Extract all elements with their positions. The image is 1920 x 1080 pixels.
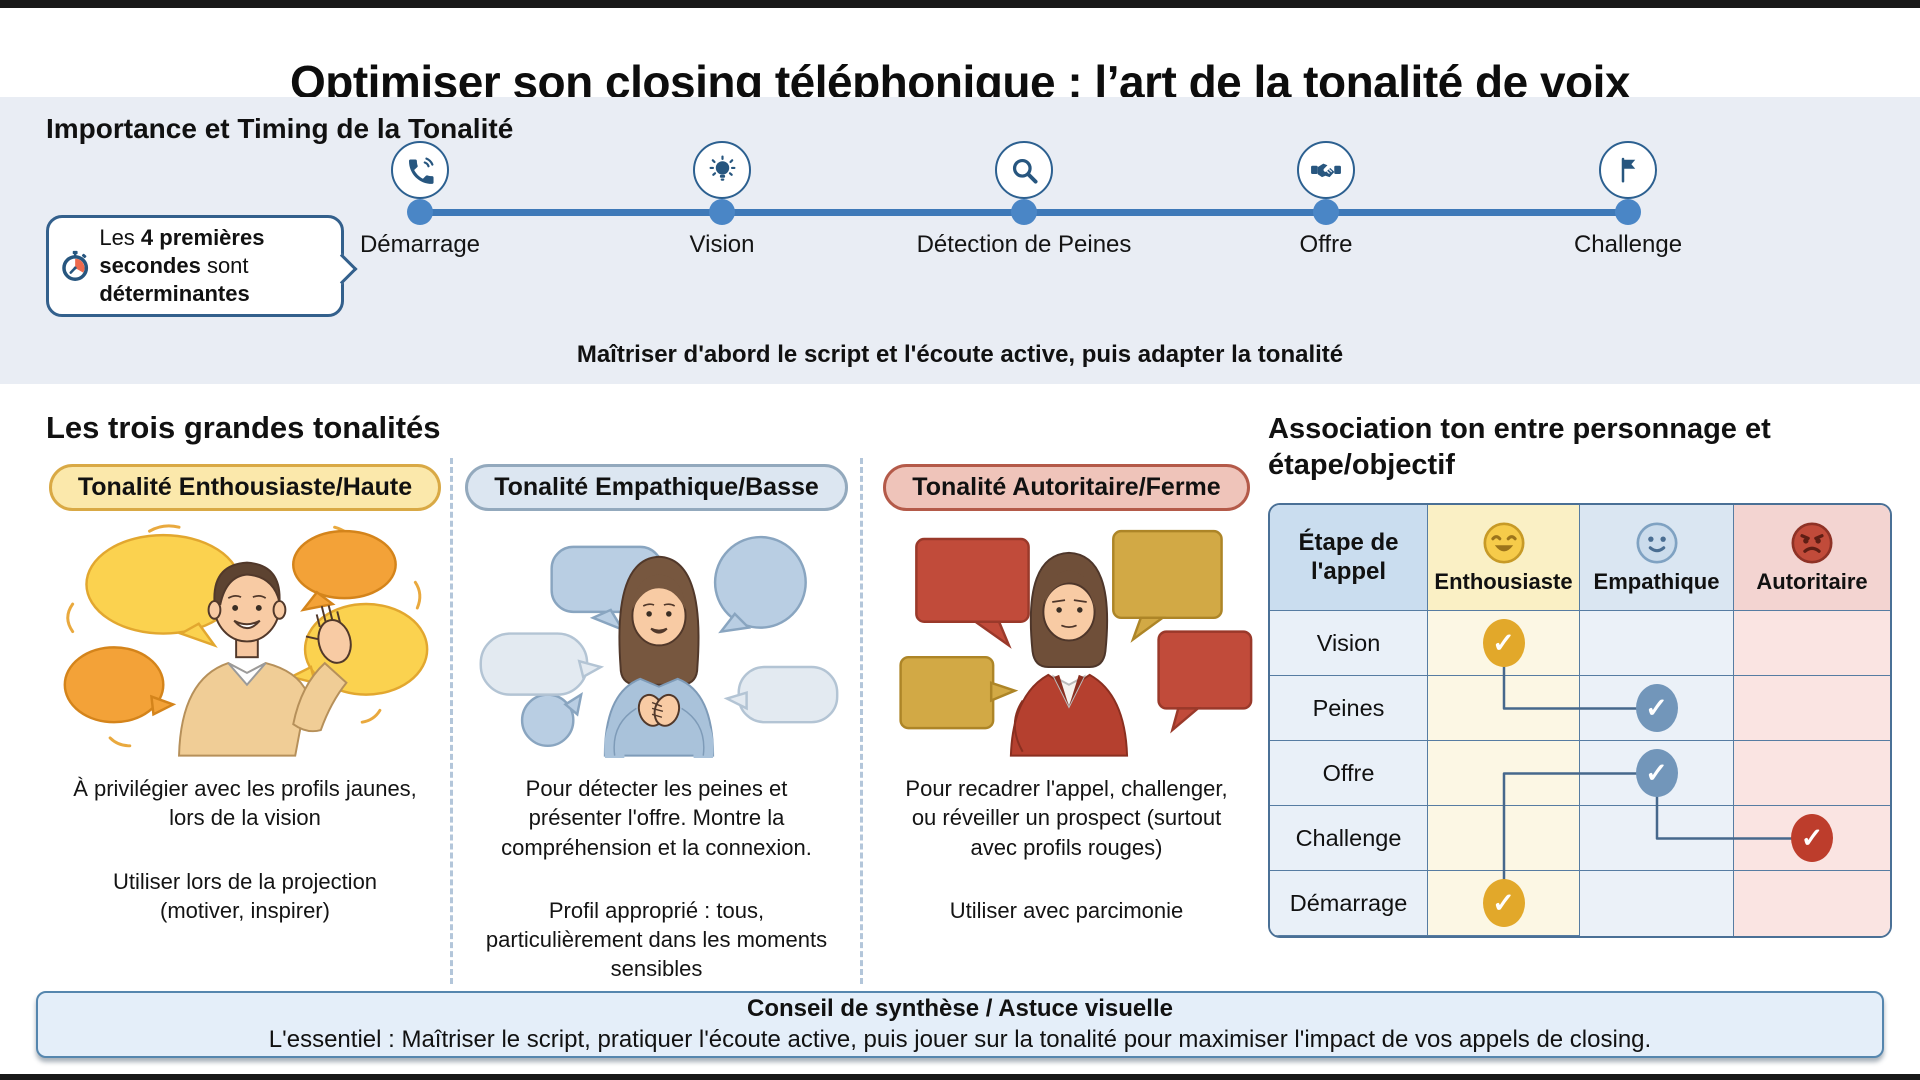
footer-text: L'essentiel : Maîtriser le script, prati…	[268, 1026, 1652, 1053]
empathetic-woman-illustration	[479, 535, 838, 758]
card-title-pill: Tonalité Autoritaire/Ferme	[883, 464, 1250, 511]
cell-challenge-enthousiaste	[1428, 806, 1580, 871]
cell-demarrage-enthousiaste: ✓	[1428, 871, 1580, 936]
angry-emoji-icon	[1791, 522, 1833, 564]
check-icon: ✓	[1791, 814, 1833, 862]
cell-offre-autoritaire	[1734, 741, 1890, 806]
first-seconds-badge: Les 4 premières secondes sont déterminan…	[46, 215, 344, 317]
top-edge-strip	[0, 0, 1920, 8]
cell-offre-empathique: ✓	[1580, 741, 1734, 806]
cell-challenge-empathique	[1580, 806, 1734, 871]
check-icon: ✓	[1635, 749, 1678, 797]
column-header-enthousiaste: Enthousiaste	[1428, 505, 1580, 611]
timeline-label: Offre	[1299, 231, 1353, 258]
column-header-autoritaire: Autoritaire	[1734, 505, 1890, 611]
authoritative-woman-illustration	[898, 529, 1252, 757]
card-autoritaire: Tonalité Autoritaire/Ferme	[860, 458, 1270, 984]
timeline-dot	[1011, 199, 1037, 225]
card-para2: Utiliser avec parcimonie	[949, 897, 1184, 923]
column-header-empathique: Empathique	[1580, 505, 1734, 611]
timing-section: Importance et Timing de la Tonalité Les …	[0, 97, 1920, 384]
phone-icon	[408, 157, 434, 184]
cell-demarrage-autoritaire	[1734, 871, 1890, 936]
check-icon: ✓	[1482, 619, 1525, 667]
timeline-label: Détection de Peines	[916, 231, 1132, 258]
card-title-pill: Tonalité Enthousiaste/Haute	[48, 464, 442, 511]
check-icon: ✓	[1482, 879, 1525, 927]
card-para1: Pour recadrer l'appel, challenger, ou ré…	[905, 776, 1228, 860]
cell-demarrage-empathique	[1580, 871, 1734, 936]
card-para1: Pour détecter les peines et présenter l'…	[501, 776, 812, 860]
card-empathique: Tonalité Empathique/Basse	[450, 458, 860, 984]
tonality-cards: Tonalité Enthousiaste/Haute	[40, 458, 1276, 984]
card-title-pill: Tonalité Empathique/Basse	[465, 464, 848, 511]
calm-emoji-icon	[1635, 522, 1678, 564]
row-label-vision: Vision	[1270, 611, 1428, 676]
table-corner-header: Étape de l'appel	[1270, 505, 1428, 611]
tonalities-heading: Les trois grandes tonalités	[46, 410, 441, 445]
handshake-icon	[1311, 163, 1341, 178]
column-header-label: Empathique	[1593, 569, 1720, 594]
timeline-dot	[1313, 199, 1339, 225]
timeline-label: Challenge	[1573, 231, 1683, 258]
row-label-peines: Peines	[1270, 676, 1428, 741]
timeline-dot	[709, 199, 735, 225]
stopwatch-icon	[62, 250, 89, 281]
cell-vision-autoritaire	[1734, 611, 1890, 676]
cell-vision-enthousiaste: ✓	[1428, 611, 1580, 676]
bottom-edge-strip	[0, 1074, 1920, 1080]
cell-peines-autoritaire	[1734, 676, 1890, 741]
timeline-dot	[407, 199, 433, 225]
row-label-offre: Offre	[1270, 741, 1428, 806]
timing-heading: Importance et Timing de la Tonalité	[46, 113, 514, 144]
column-header-label: Autoritaire	[1756, 569, 1868, 594]
timeline-node-detection: Détection de Peines	[864, 141, 1184, 291]
column-header-label: Enthousiaste	[1434, 569, 1573, 594]
timeline-node-vision: Vision	[562, 141, 882, 291]
laughing-emoji-icon	[1482, 522, 1525, 564]
enthusiastic-man-illustration	[63, 524, 429, 757]
card-para2: Profil approprié : tous, particulièremen…	[485, 897, 828, 982]
badge-text: Les 4 premières secondes sont déterminan…	[99, 225, 265, 306]
timeline-label: Démarrage	[359, 231, 481, 258]
card-para2: Utiliser lors de la projection (motiver,…	[112, 868, 378, 923]
card-para1: À privilégier avec les profils jaunes, l…	[73, 776, 417, 831]
check-icon: ✓	[1635, 684, 1678, 732]
association-heading: Association ton entre personnage et étap…	[1268, 413, 1771, 481]
cell-vision-empathique	[1580, 611, 1734, 676]
cell-offre-enthousiaste	[1428, 741, 1580, 806]
row-label-demarrage: Démarrage	[1270, 871, 1428, 936]
timeline-dot	[1615, 199, 1641, 225]
footer-title: Conseil de synthèse / Astuce visuelle	[747, 995, 1173, 1022]
lightbulb-icon	[709, 154, 735, 181]
association-table: Étape de l'appel Enthousiaste Empathique	[1268, 503, 1893, 939]
magnifier-icon	[1012, 158, 1038, 184]
card-enthousiaste: Tonalité Enthousiaste/Haute	[40, 458, 450, 984]
row-label-challenge: Challenge	[1270, 806, 1428, 871]
flag-icon	[1621, 157, 1636, 183]
cell-challenge-autoritaire: ✓	[1734, 806, 1890, 871]
cell-peines-enthousiaste	[1428, 676, 1580, 741]
cell-peines-empathique: ✓	[1580, 676, 1734, 741]
timeline-node-demarrage: Démarrage	[260, 141, 580, 291]
timeline-label: Vision	[689, 231, 755, 258]
timeline-node-offre: Offre	[1166, 141, 1486, 291]
timing-subtitle: Maîtriser d'abord le script et l'écoute …	[576, 341, 1344, 368]
timeline-node-challenge: Challenge	[1468, 141, 1788, 291]
footer-banner: Conseil de synthèse / Astuce visuelle L'…	[36, 991, 1884, 1058]
